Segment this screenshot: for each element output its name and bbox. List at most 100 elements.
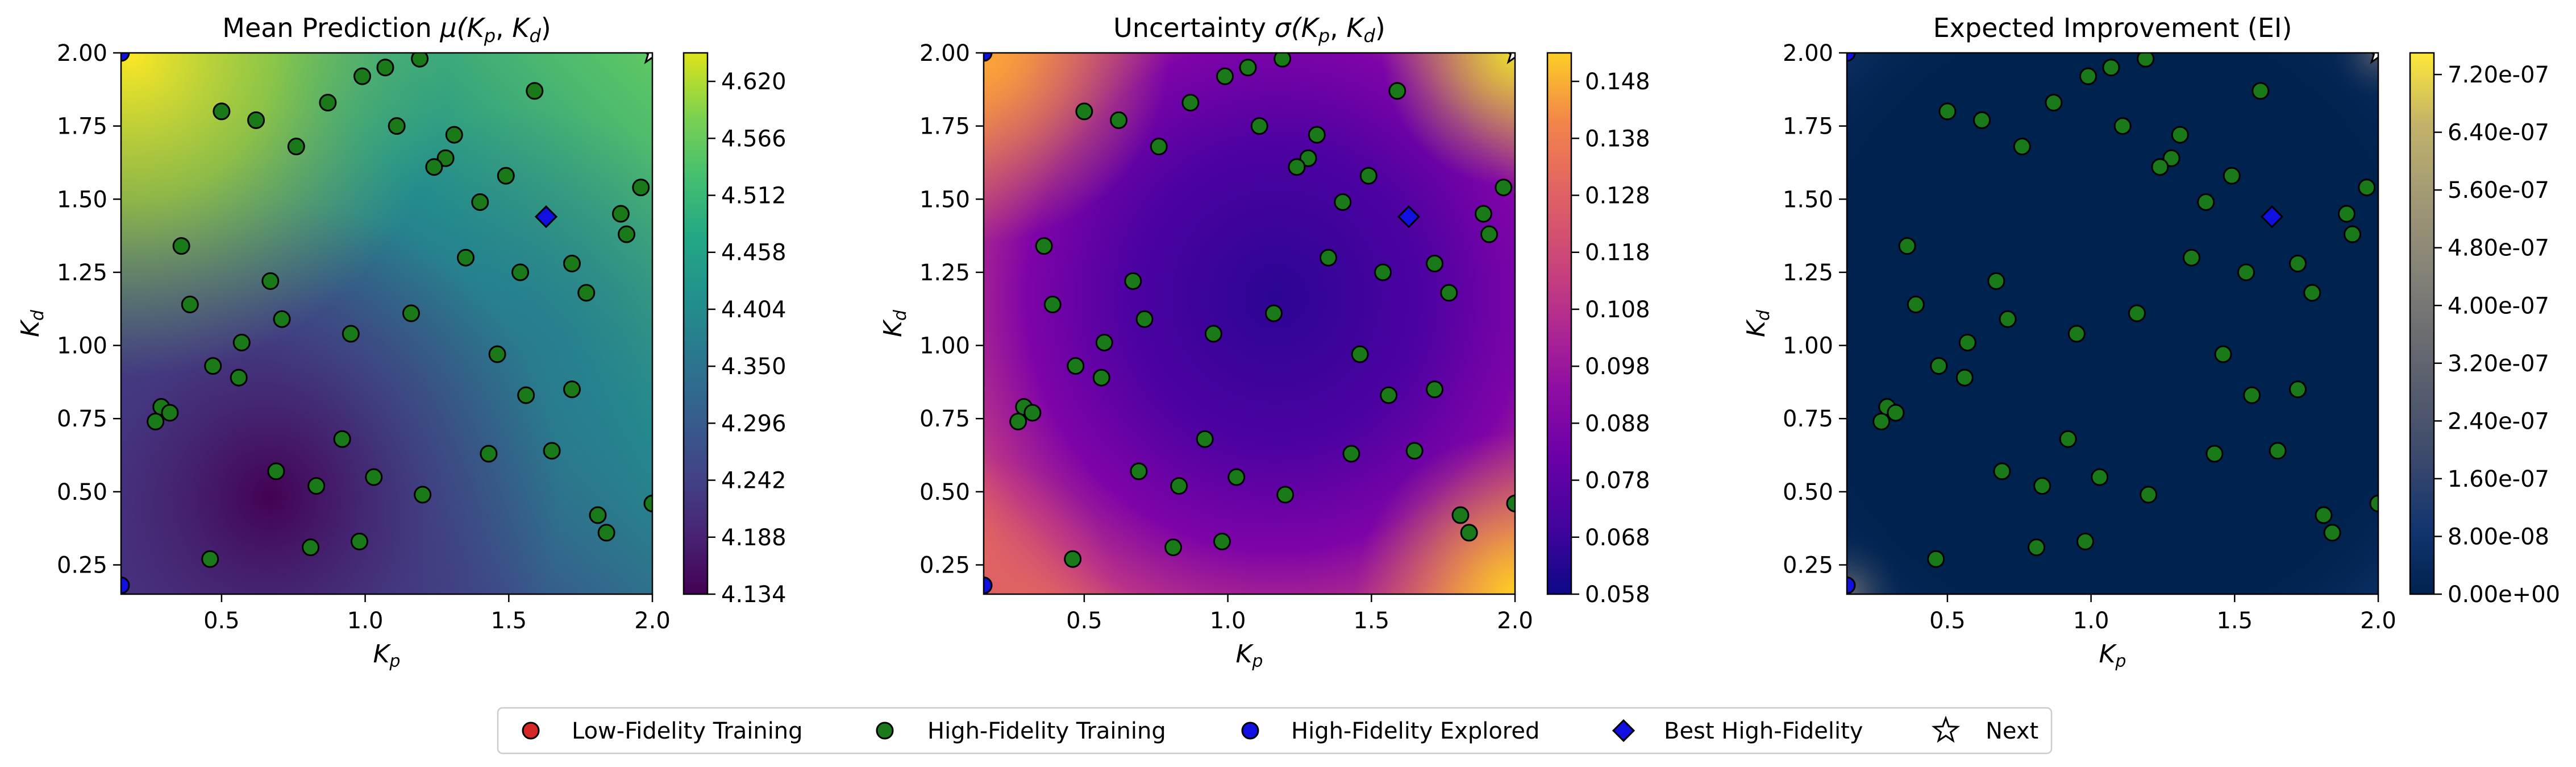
legend-item-explored: High-Fidelity Explored xyxy=(1241,718,1539,744)
hf-training-point xyxy=(1907,296,1925,314)
chart-panel-2: 0.5 1.0 1.5 2.0 0.25 0.50 0.75 1.00 1.25 1.50 1.75… xyxy=(879,13,1650,671)
colorbar-tick-label: 3.20e-07 xyxy=(2448,351,2549,377)
hf-training-point xyxy=(1150,138,1168,156)
colorbar-tick-label: 4.458 xyxy=(721,240,786,266)
hf-training-point xyxy=(2102,59,2120,77)
hf-training-point xyxy=(1239,59,1257,77)
hf-training-point xyxy=(1308,126,1326,144)
legend-label: High-Fidelity Explored xyxy=(1291,718,1539,744)
x-tick-label: 1.5 xyxy=(1353,608,1389,634)
hf-training-point xyxy=(2369,494,2378,512)
x-tick-label: 1.0 xyxy=(347,608,384,634)
hf-training-point xyxy=(2113,117,2132,135)
colorbar-tick-label: 0.068 xyxy=(1585,525,1650,551)
hf-training-point xyxy=(471,193,489,211)
hf-training-point xyxy=(1425,380,1443,399)
x-axis-label: Kp xyxy=(373,640,401,671)
colorbar-tick-label: 2.40e-07 xyxy=(2448,408,2549,434)
hf-training-point xyxy=(2013,138,2031,156)
hf-training-point xyxy=(1288,158,1306,176)
hf-training-point xyxy=(2128,304,2146,322)
legend-marker xyxy=(876,722,894,740)
hf-training-point xyxy=(1993,462,2011,480)
hf-training-point xyxy=(2243,386,2261,404)
legend-marker xyxy=(1612,719,1636,743)
hf-training-point xyxy=(1451,506,1470,524)
x-tick-label: 1.5 xyxy=(2216,608,2253,634)
x-tick-label: 2.0 xyxy=(2360,608,2396,634)
colorbar-tick-label: 0.00e+00 xyxy=(2448,582,2560,608)
hf-training-point xyxy=(342,325,360,343)
hf-training-point xyxy=(2045,93,2063,111)
hf-training-point xyxy=(2140,486,2158,504)
hf-training-point xyxy=(1506,494,1515,512)
hf-training-point xyxy=(1380,386,1398,404)
hf-training-point xyxy=(2182,248,2200,267)
hf-training-point xyxy=(1425,255,1443,273)
hf-training-point xyxy=(1110,111,1128,129)
hf-training-point xyxy=(1958,333,1976,351)
hf-training-point xyxy=(456,248,475,267)
colorbar-tick-label: 0.138 xyxy=(1585,126,1650,152)
best-high-fidelity-marker xyxy=(1397,205,1421,229)
y-tick-label: 2.00 xyxy=(1783,40,1833,67)
chart-panel-3: 0.5 1.0 1.5 2.0 0.25 0.50 0.75 1.00 1.25 1.50 1.75… xyxy=(1742,13,2560,671)
y-tick-label: 1.75 xyxy=(57,114,107,140)
hf-training-point xyxy=(1170,477,1188,495)
chart-title: Expected Improvement (EI) xyxy=(1933,13,2292,43)
hf-training-point xyxy=(1035,237,1053,255)
hf-training-point xyxy=(1388,82,1406,100)
hf-explored-point xyxy=(121,53,130,62)
colorbar-tick-label: 4.188 xyxy=(721,525,786,551)
hf-training-point xyxy=(1973,111,1991,129)
hf-training-point xyxy=(480,445,498,463)
y-tick-label: 2.00 xyxy=(919,40,970,67)
hf-training-point xyxy=(1405,442,1424,460)
plot-frame xyxy=(120,52,654,595)
hf-training-point xyxy=(2252,82,2270,100)
hf-explored-point xyxy=(1847,53,1856,62)
colorbar-tick-label: 4.134 xyxy=(721,582,786,608)
hf-training-point xyxy=(1374,263,1392,281)
heatmap-surface xyxy=(121,53,652,594)
x-axis-label: Kp xyxy=(2099,640,2126,671)
hf-training-point xyxy=(2076,532,2094,550)
hf-training-point xyxy=(2033,477,2051,495)
hf-training-point xyxy=(1204,325,1222,343)
hf-training-point xyxy=(411,53,429,68)
plot-frame xyxy=(1846,52,2379,595)
hf-training-point xyxy=(1075,102,1093,121)
x-tick-label: 2.0 xyxy=(1497,608,1533,634)
hf-training-point xyxy=(563,380,581,399)
colorbar-tick-label: 4.512 xyxy=(721,183,786,209)
hf-training-point xyxy=(1227,468,1246,486)
hf-training-point xyxy=(1181,93,1200,111)
hf-training-point xyxy=(632,179,650,197)
hf-training-point xyxy=(1299,149,1317,167)
hf-training-point xyxy=(147,412,165,430)
hf-training-point xyxy=(2358,179,2376,197)
hf-training-point xyxy=(302,538,320,557)
hf-training-point xyxy=(1264,304,1283,322)
hf-training-point xyxy=(307,477,326,495)
hf-training-point xyxy=(414,486,432,504)
colorbar-tick-label: 4.80e-07 xyxy=(2448,235,2549,262)
y-axis-label: Kd xyxy=(879,309,910,337)
hf-training-point xyxy=(563,255,581,273)
chart-panel-1: 0.5 1.0 1.5 2.0 0.25 0.50 0.75 1.00 1.25 1.50 1.75… xyxy=(16,13,786,671)
hf-training-point xyxy=(2288,380,2307,399)
y-tick-label: 1.25 xyxy=(1783,260,1833,286)
hf-training-point xyxy=(267,462,285,480)
x-tick-label: 2.0 xyxy=(634,608,671,634)
x-tick-label: 0.5 xyxy=(1929,608,1966,634)
hf-training-point xyxy=(261,272,280,290)
y-tick-label: 0.75 xyxy=(57,406,107,432)
hf-training-point xyxy=(2028,538,2046,557)
hf-training-point xyxy=(1319,248,1337,267)
y-axis-label: Kd xyxy=(1742,309,1774,337)
hf-training-point xyxy=(1043,296,1062,314)
hf-training-point xyxy=(1164,538,1183,557)
x-tick-label: 1.5 xyxy=(490,608,527,634)
y-tick-label: 1.50 xyxy=(57,186,107,213)
